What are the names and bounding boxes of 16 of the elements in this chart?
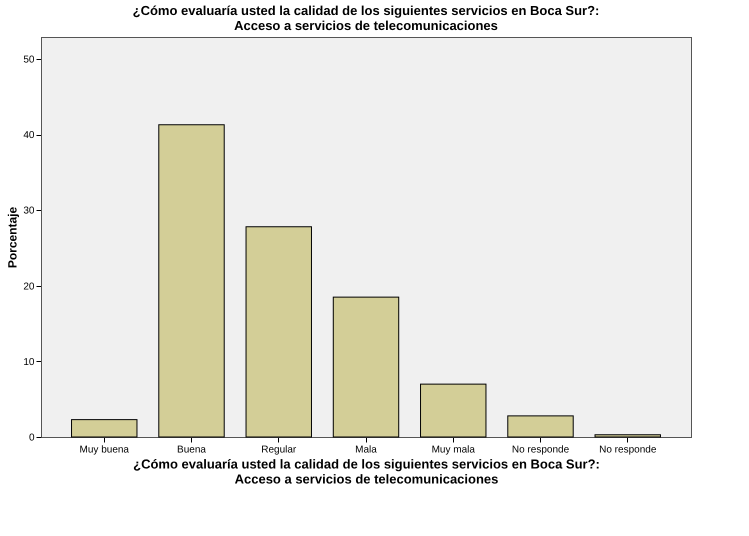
y-tick-label: 40 bbox=[23, 130, 35, 142]
chart-title: ¿Cómo evaluaría usted la calidad de los siguientes servicios en Boca Sur?: Acceso a servicios de telecomunicaciones bbox=[132, 3, 600, 33]
x-tick-label: Buena bbox=[177, 444, 206, 456]
y-tick-label: 20 bbox=[23, 281, 35, 292]
x-tick-label: No responde bbox=[599, 444, 657, 456]
y-tick-label: 50 bbox=[23, 54, 35, 66]
x-tick-label: No responde bbox=[512, 444, 570, 456]
x-tick-label: Regular bbox=[261, 444, 297, 456]
x-tick-label: Mala bbox=[355, 444, 378, 456]
y-tick-label: 0 bbox=[28, 432, 35, 444]
y-tick-label: 30 bbox=[23, 206, 35, 217]
x-tick-label: Muy buena bbox=[80, 444, 130, 456]
y-axis-title: Porcentaje bbox=[5, 206, 20, 268]
x-axis-title: ¿Cómo evaluaría usted la calidad de los siguientes servicios en Boca Sur?: Acceso a servicios de telecomunicaciones bbox=[133, 456, 600, 486]
y-tick-label: 10 bbox=[23, 356, 35, 368]
x-tick-label: Muy mala bbox=[432, 444, 476, 456]
